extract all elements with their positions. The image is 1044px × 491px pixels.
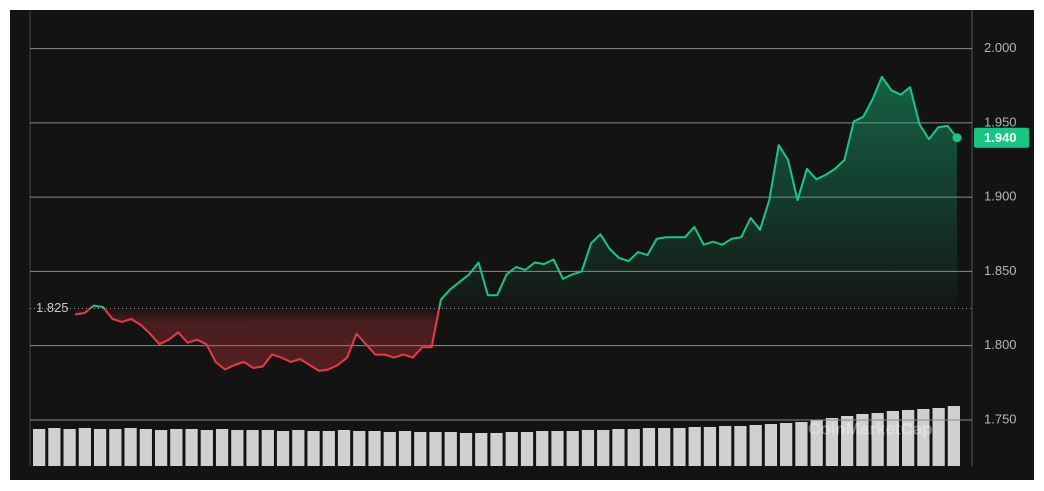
volume-bar xyxy=(231,430,244,466)
volume-bar xyxy=(932,408,945,466)
volume-bar xyxy=(109,429,122,466)
volume-bar xyxy=(795,422,808,466)
volume-bar xyxy=(520,432,534,466)
volume-bar xyxy=(856,414,869,466)
price-tag-label: 1.940 xyxy=(984,130,1017,145)
volume-bar xyxy=(414,432,427,466)
price-line xyxy=(74,75,958,372)
volume-bar xyxy=(246,430,259,466)
volume-bar xyxy=(475,433,488,466)
volume-bar xyxy=(612,429,625,466)
volume-bar xyxy=(917,409,930,466)
volume-bar xyxy=(215,429,229,466)
volume-bar xyxy=(337,430,351,466)
volume-bar xyxy=(902,410,915,466)
volume-bar xyxy=(536,431,549,466)
last-point xyxy=(952,133,962,143)
volume-bar xyxy=(93,429,107,466)
volume-bar xyxy=(200,430,213,466)
y-tick-label: 1.900 xyxy=(984,189,1017,204)
volume-bar xyxy=(886,411,900,466)
volume-bar xyxy=(78,428,91,466)
y-tick-label: 1.950 xyxy=(984,114,1017,129)
volume-bar xyxy=(429,432,442,466)
volume-bar xyxy=(947,406,960,466)
volume-bar xyxy=(490,433,503,466)
y-tick-label: 2.000 xyxy=(984,40,1017,55)
volume-bar xyxy=(627,429,640,466)
volume-bar xyxy=(780,423,793,466)
volume-bar xyxy=(307,431,320,466)
volume-bar xyxy=(398,431,412,466)
volume-bar xyxy=(48,428,61,466)
volume-bar xyxy=(825,418,839,466)
price-tag xyxy=(974,127,1029,148)
volume-bar xyxy=(353,431,366,466)
volume-bar xyxy=(764,424,778,466)
y-tick-label: 1.800 xyxy=(984,337,1017,352)
volume-bar xyxy=(871,413,884,466)
volume-bar xyxy=(597,430,610,466)
volume-bar xyxy=(734,426,747,466)
y-tick-label: 1.850 xyxy=(984,263,1017,278)
volume-bar xyxy=(139,429,152,466)
volume-bar xyxy=(322,431,335,466)
y-tick-label: 1.750 xyxy=(984,411,1017,426)
baseline-label: 1.825 xyxy=(36,300,69,315)
volume-bar xyxy=(261,430,274,466)
volume-bar xyxy=(170,429,183,466)
volume-bar xyxy=(459,433,473,466)
volume-bar xyxy=(33,429,46,466)
volume-bar xyxy=(63,429,76,466)
volume-bar xyxy=(505,432,518,466)
volume-bar xyxy=(658,428,671,466)
volume-bar xyxy=(383,432,396,466)
watermark: CoinMarketCap xyxy=(808,419,933,438)
volume-bar xyxy=(368,431,381,466)
volume-bar xyxy=(154,430,168,466)
price-area xyxy=(75,76,957,371)
volume-bar xyxy=(292,430,305,466)
volume-bar xyxy=(581,430,595,466)
volume-bar xyxy=(566,431,579,466)
volume-bar xyxy=(276,431,290,466)
volume-bar xyxy=(185,429,198,466)
volume-bar xyxy=(810,420,823,466)
volume-bar xyxy=(841,416,854,466)
volume-bar xyxy=(124,428,137,466)
volume-bar xyxy=(749,425,762,466)
volume-bar xyxy=(673,428,686,466)
volume-bar xyxy=(703,427,717,466)
volume-bar xyxy=(444,432,457,466)
volume-bar xyxy=(688,427,701,466)
volume-bar xyxy=(719,426,732,466)
volume-bar xyxy=(642,428,656,466)
volume-bar xyxy=(551,431,564,466)
